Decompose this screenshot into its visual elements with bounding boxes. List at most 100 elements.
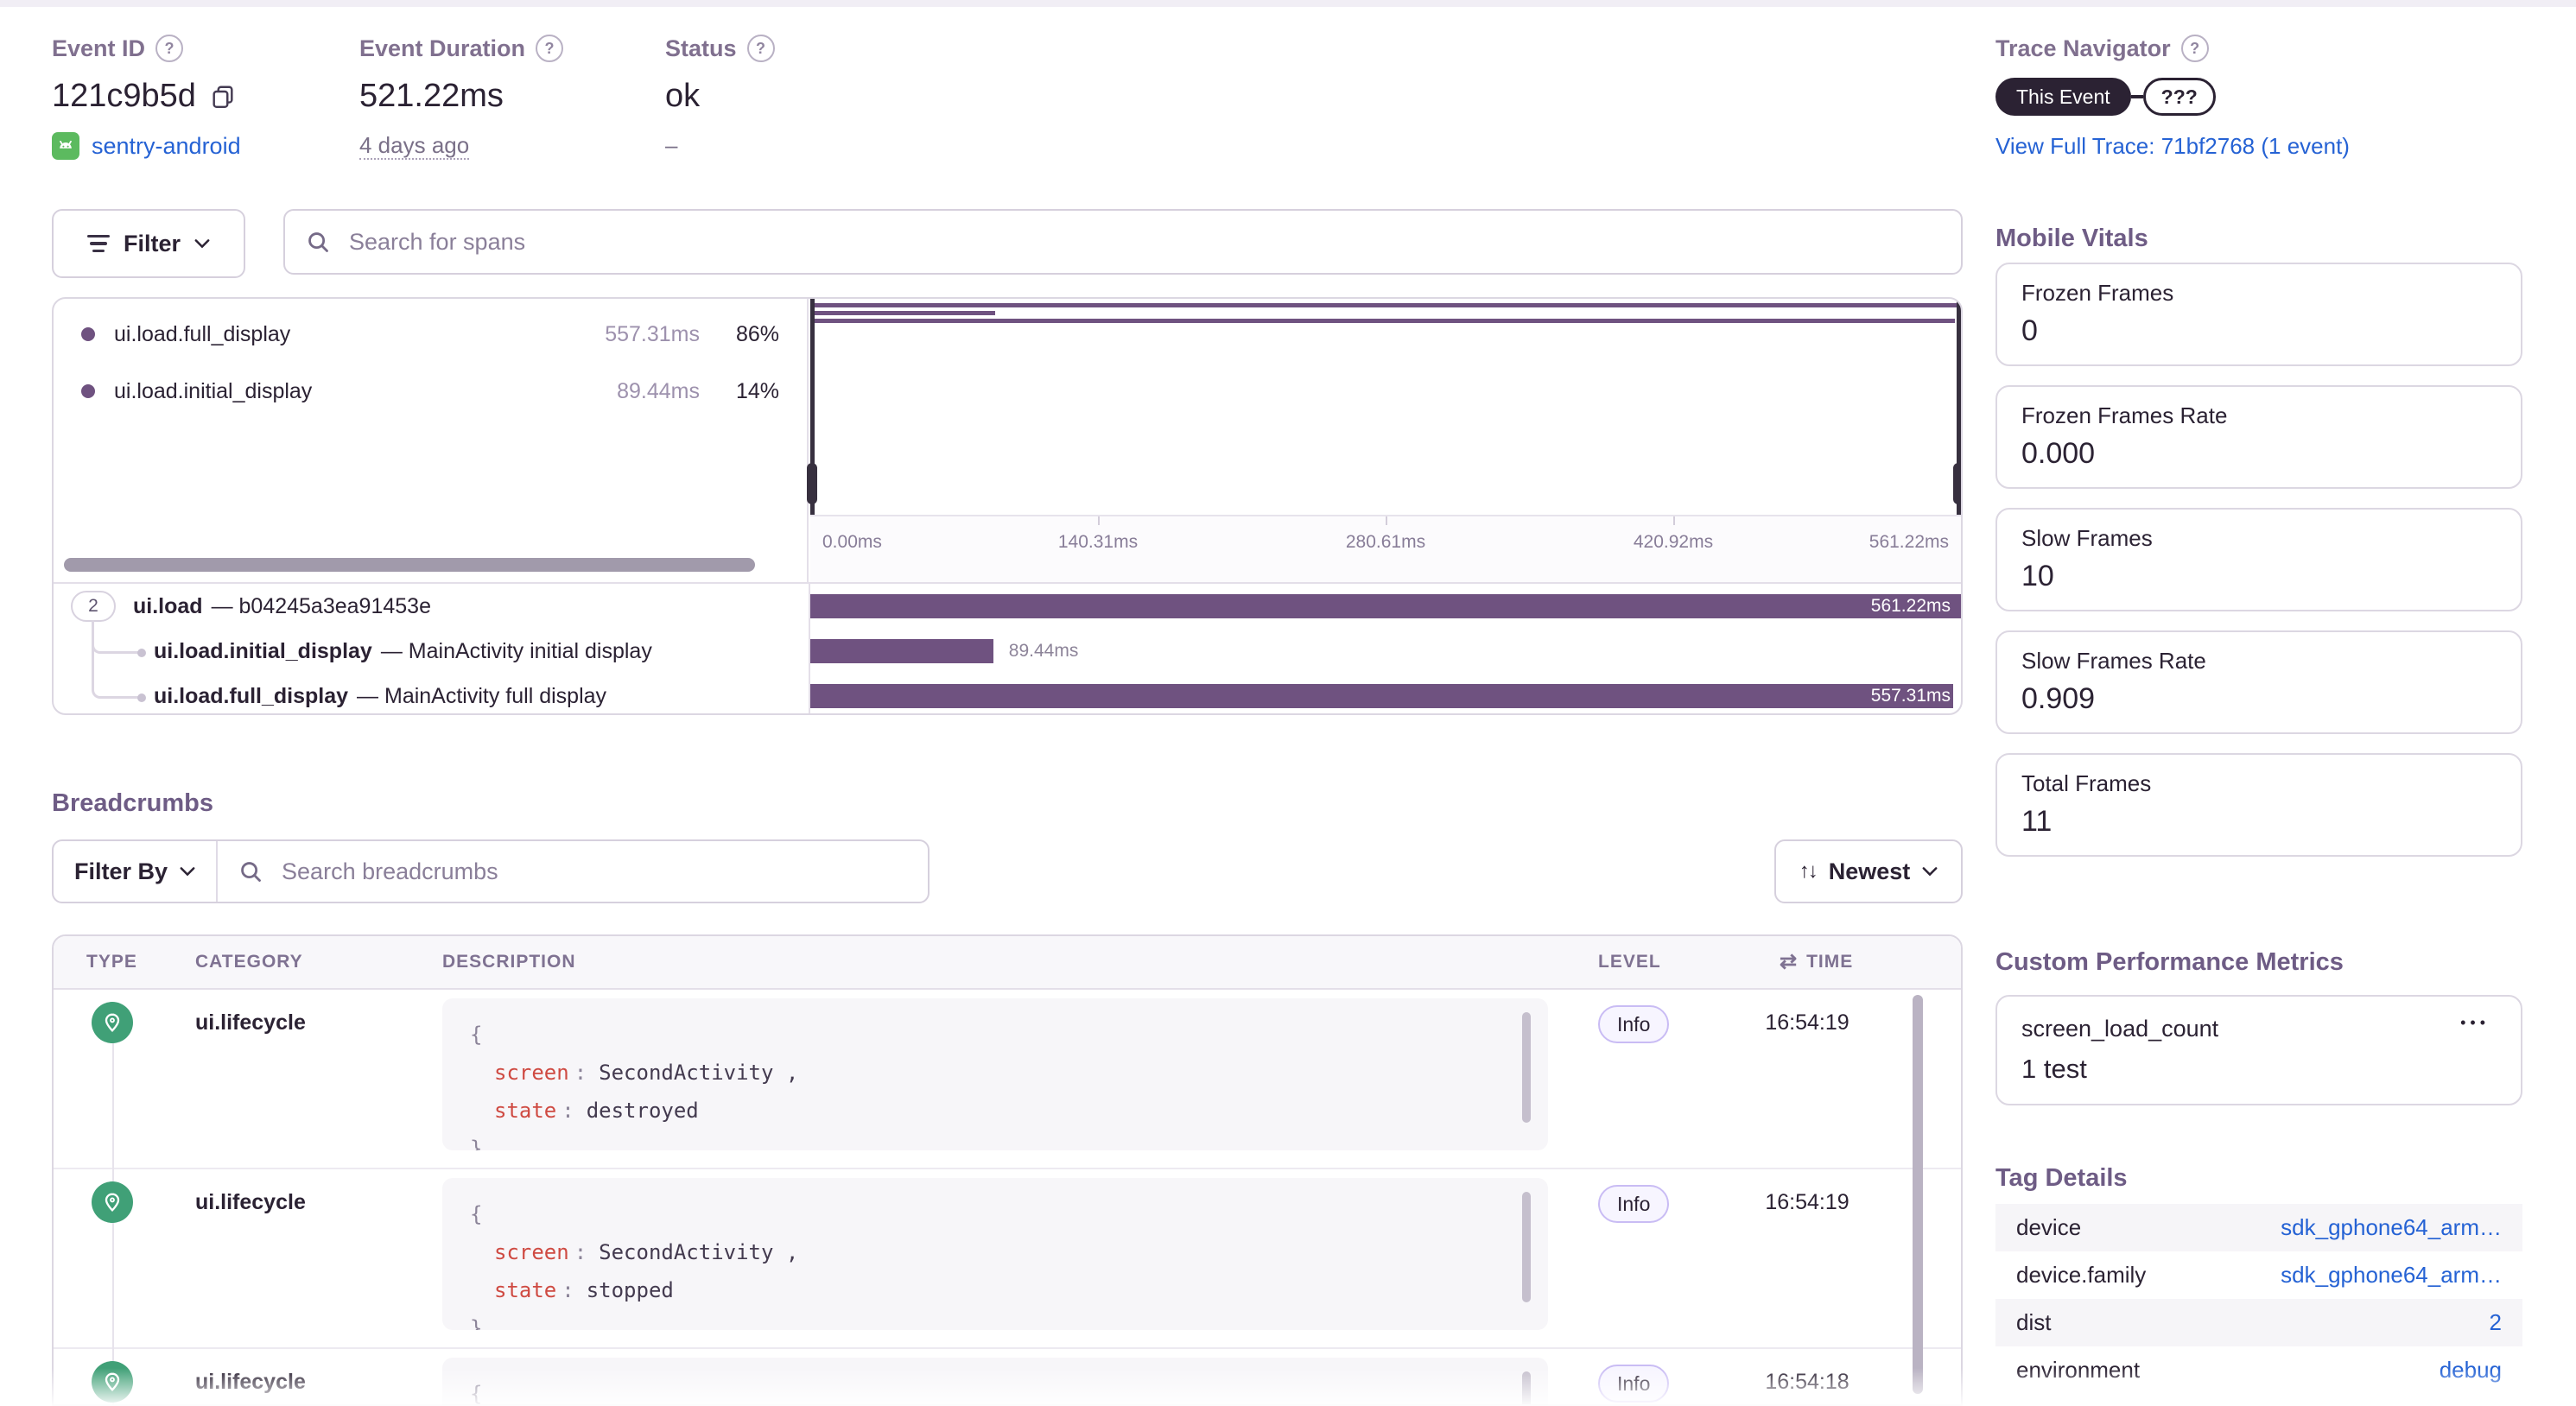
vital-label: Frozen Frames: [2021, 280, 2174, 306]
span-row[interactable]: ui.load.initial_display — MainActivity i…: [54, 629, 1961, 674]
code-value: SecondActivity ,: [599, 1240, 799, 1264]
minimap-left-handle[interactable]: [807, 299, 817, 515]
view-full-trace-link[interactable]: View Full Trace: 71bf2768 (1 event): [1995, 133, 2350, 159]
help-icon[interactable]: ?: [155, 35, 184, 62]
tag-key: device.family: [2016, 1262, 2147, 1288]
swap-icon: ⇄: [1780, 950, 1799, 973]
filter-by-label: Filter By: [74, 858, 168, 884]
vital-value: 11: [2021, 805, 2053, 838]
span-row[interactable]: 2 ui.load — b04245a3ea91453e 561.22ms: [54, 584, 1961, 629]
event-id-metric: Event ID ? 121c9b5d s: [52, 35, 241, 160]
level-badge: Info: [1598, 1005, 1670, 1043]
event-age[interactable]: 4 days ago: [359, 132, 470, 160]
mobile-vitals-title: Mobile Vitals: [1995, 225, 2148, 252]
span-children-badge[interactable]: 2: [71, 591, 116, 622]
vital-label: Frozen Frames Rate: [2021, 402, 2228, 428]
help-icon[interactable]: ?: [536, 35, 564, 62]
sort-arrows-icon: ↑↓: [1799, 859, 1818, 883]
span-desc: — MainActivity full display: [357, 683, 607, 708]
next-event-pill[interactable]: ???: [2142, 78, 2216, 116]
span-bar[interactable]: [810, 639, 993, 663]
code-brace: {: [470, 1382, 483, 1406]
pin-icon: [92, 1361, 133, 1403]
tick-mark: [1386, 516, 1387, 525]
horizontal-scrollbar[interactable]: [64, 558, 755, 572]
event-duration-metric: Event Duration ? 521.22ms 4 days ago: [359, 35, 564, 160]
breadcrumb-category: ui.lifecycle: [195, 1370, 306, 1394]
code-scrollbar[interactable]: [1522, 1012, 1531, 1123]
legend-percent: 14%: [735, 378, 779, 403]
breadcrumbs-filter-by-button[interactable]: Filter By: [54, 841, 219, 902]
vital-label: Slow Frames: [2021, 525, 2153, 551]
ellipsis-icon[interactable]: •••: [2460, 1014, 2490, 1031]
copy-icon[interactable]: [210, 84, 236, 110]
span-duration: 89.44ms: [1008, 641, 1079, 661]
span-row[interactable]: ui.load.full_display — MainActivity full…: [54, 674, 1961, 713]
chevron-down-icon: [180, 867, 195, 877]
span-duration: 557.31ms: [1870, 686, 1951, 706]
level-badge: Info: [1598, 1365, 1670, 1403]
ruler-label: 280.61ms: [1345, 532, 1426, 552]
code-colon: :: [574, 1061, 587, 1085]
legend-percent: 86%: [735, 321, 779, 346]
timeline-connector: [112, 1168, 114, 1347]
breadcrumb-time: 16:54:18: [1765, 1370, 1850, 1394]
spans-filter-button[interactable]: Filter: [52, 209, 245, 278]
span-minimap[interactable]: [807, 299, 1961, 515]
tree-connector: [92, 620, 94, 629]
ruler-label: 561.22ms: [1869, 532, 1949, 552]
breadcrumb-row: ui.lifecycle { Info 16:54:18: [54, 1347, 1961, 1406]
custom-metric-card: screen_load_count ••• 1 test: [1995, 995, 2522, 1105]
legend-name: ui.load.full_display: [114, 321, 291, 346]
project-link[interactable]: sentry-android: [92, 132, 241, 159]
trace-navigator: Trace Navigator ? This Event ??? View Fu…: [1995, 35, 2350, 160]
code-value: SecondActivity ,: [599, 1061, 799, 1085]
breadcrumb-category: ui.lifecycle: [195, 1010, 306, 1035]
column-time-sort[interactable]: ⇄ TIME: [1780, 936, 1853, 988]
tag-value-link[interactable]: debug: [2439, 1357, 2502, 1383]
top-divider: [0, 0, 2576, 7]
status-metric: Status ? ok –: [665, 35, 775, 159]
tag-value-link[interactable]: 2: [2489, 1309, 2502, 1335]
span-bar[interactable]: [810, 594, 1961, 618]
tick-mark: [1098, 516, 1100, 525]
minimap-right-handle[interactable]: [1953, 299, 1961, 515]
breadcrumbs-sort-button[interactable]: ↑↓ Newest: [1774, 839, 1963, 903]
vital-value: 0.000: [2021, 437, 2096, 470]
legend-name: ui.load.initial_display: [114, 378, 313, 403]
legend-row: ui.load.initial_display 89.44ms 14%: [54, 370, 807, 413]
vital-card: Slow Frames Rate 0.909: [1995, 630, 2522, 734]
code-scrollbar[interactable]: [1522, 1192, 1531, 1302]
metric-value: 1 test: [2021, 1054, 2087, 1084]
code-brace: {: [470, 1202, 483, 1226]
breadcrumb-row: ui.lifecycle { screen: SecondActivity , s…: [54, 1168, 1961, 1349]
vital-value: 0: [2021, 314, 2038, 347]
tree-connector: [92, 629, 145, 656]
breadcrumb-code: {: [442, 1358, 1548, 1406]
code-key: screen: [494, 1061, 569, 1085]
tag-value-link[interactable]: sdk_gphone64_arm…: [2281, 1214, 2502, 1240]
help-icon[interactable]: ?: [746, 35, 775, 62]
event-duration-label: Event Duration: [359, 35, 526, 61]
span-op: ui.load.full_display: [154, 683, 349, 708]
span-search: [283, 209, 1963, 275]
vital-card: Total Frames 11: [1995, 753, 2522, 857]
span-op: ui.load.initial_display: [154, 638, 372, 663]
code-scrollbar[interactable]: [1522, 1371, 1531, 1404]
tag-value-link[interactable]: sdk_gphone64_arm…: [2281, 1262, 2502, 1288]
span-search-input[interactable]: [346, 226, 1940, 257]
span-tree: 2 ui.load — b04245a3ea91453e 561.22ms ui…: [54, 582, 1961, 713]
status-value: ok: [665, 78, 701, 114]
code-colon: :: [574, 1240, 587, 1264]
help-icon[interactable]: ?: [2180, 35, 2209, 62]
code-colon: :: [562, 1278, 574, 1302]
filter-icon: [86, 231, 110, 256]
this-event-pill[interactable]: This Event: [1995, 78, 2131, 116]
column-description: DESCRIPTION: [442, 952, 576, 972]
span-bar[interactable]: [810, 684, 1953, 708]
span-desc: — b04245a3ea91453e: [211, 593, 431, 618]
span-minimap-area: 0.00ms 140.31ms 280.61ms 420.92ms 561.22…: [807, 299, 1961, 584]
table-scrollbar[interactable]: [1913, 995, 1923, 1394]
vital-value: 10: [2021, 560, 2054, 592]
breadcrumbs-search-input[interactable]: [278, 856, 907, 887]
